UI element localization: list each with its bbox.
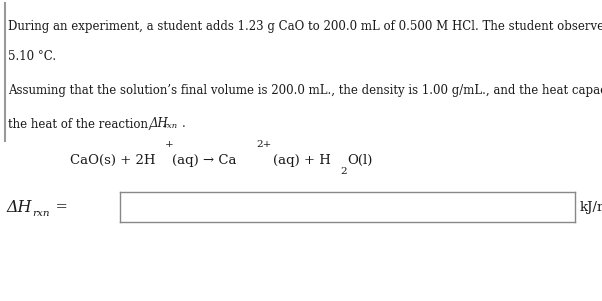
Text: Assuming that the solution’s final volume is 200.0 mL., the density is 1.00 g/mL: Assuming that the solution’s final volum… bbox=[8, 84, 602, 97]
Text: O(l): O(l) bbox=[347, 154, 373, 166]
Text: +: + bbox=[165, 140, 174, 149]
Text: rxn: rxn bbox=[33, 209, 50, 218]
Text: =: = bbox=[51, 200, 68, 214]
Text: the heat of the reaction,: the heat of the reaction, bbox=[8, 117, 156, 130]
Text: 2+: 2+ bbox=[256, 140, 272, 149]
Text: kJ/mol: kJ/mol bbox=[580, 200, 602, 213]
Text: ΔH: ΔH bbox=[149, 117, 168, 130]
Text: (aq) + H: (aq) + H bbox=[273, 154, 330, 166]
Text: CaO(s) + 2H: CaO(s) + 2H bbox=[70, 154, 155, 166]
Text: ΔH: ΔH bbox=[6, 198, 31, 216]
Text: .: . bbox=[182, 117, 185, 130]
Text: 5.10 °C.: 5.10 °C. bbox=[8, 50, 57, 63]
Text: (aq) → Ca: (aq) → Ca bbox=[172, 154, 237, 166]
Text: rxn: rxn bbox=[164, 122, 178, 130]
Text: During an experiment, a student adds 1.23 g CaO to 200.0 mL of 0.500 M HCl. The : During an experiment, a student adds 1.2… bbox=[8, 20, 602, 33]
Text: 2: 2 bbox=[340, 167, 347, 176]
